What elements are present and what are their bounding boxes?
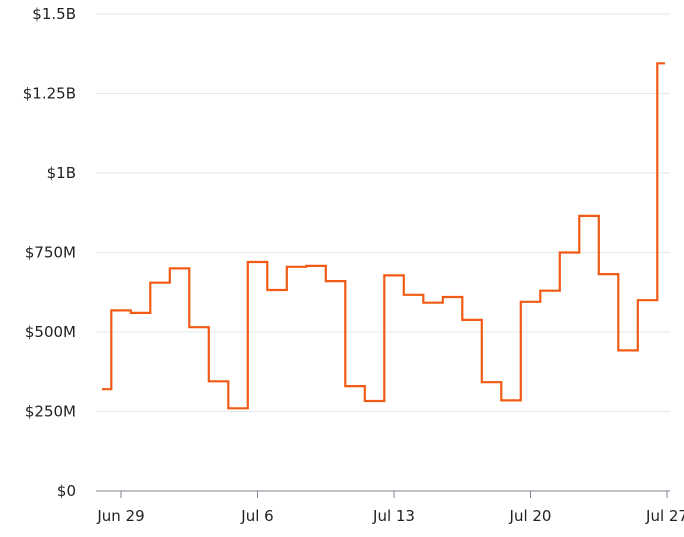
x-tick-label: Jul 6	[240, 507, 273, 525]
y-tick-label: $250M	[25, 403, 76, 421]
x-tick-label: Jul 20	[509, 507, 552, 525]
x-tick-label: Jul 27	[645, 507, 684, 525]
x-axis-tick-labels: Jun 29 Jul 6 Jul 13 Jul 20 Jul 27	[96, 507, 684, 525]
series-line	[102, 62, 665, 410]
y-tick-label: $1.25B	[23, 85, 76, 103]
x-axis	[96, 490, 670, 498]
x-tick-label: Jul 13	[372, 507, 415, 525]
gridlines	[96, 13, 670, 412]
y-tick-label: $1B	[47, 164, 76, 182]
x-tick-label: Jun 29	[96, 507, 144, 525]
y-tick-label: $500M	[25, 323, 76, 341]
y-tick-label: $0	[57, 482, 76, 500]
y-axis-tick-labels: $0 $250M $500M $750M $1B $1.25B $1.5B	[23, 5, 76, 500]
y-tick-label: $750M	[25, 244, 76, 262]
y-tick-label: $1.5B	[32, 5, 76, 23]
series-group	[102, 62, 665, 410]
